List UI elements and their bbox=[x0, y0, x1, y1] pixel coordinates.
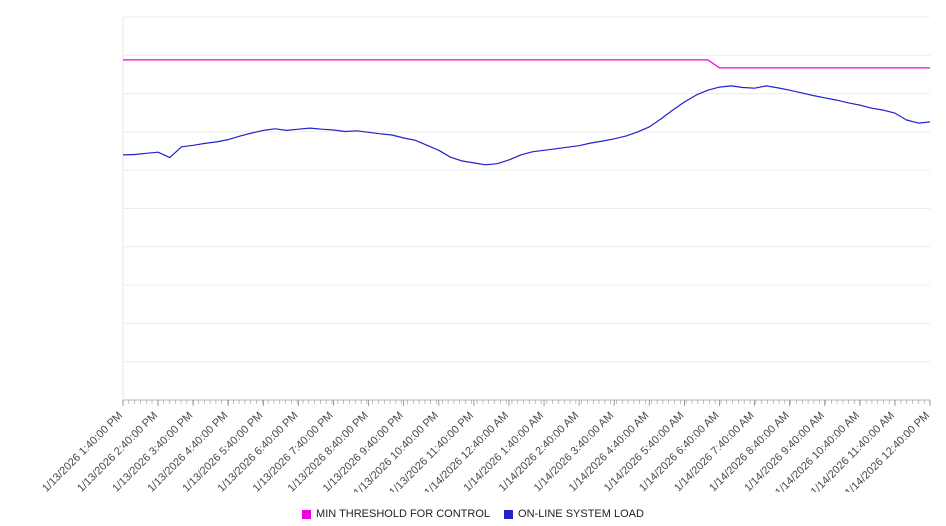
chart-legend: MIN THRESHOLD FOR CONTROL ON-LINE SYSTEM… bbox=[0, 508, 946, 520]
legend-label-min-threshold: MIN THRESHOLD FOR CONTROL bbox=[316, 508, 491, 520]
legend-swatch-min-threshold bbox=[302, 509, 312, 519]
legend-item-min-threshold[interactable]: MIN THRESHOLD FOR CONTROL bbox=[302, 508, 490, 520]
load-chart: 1/13/2026 1:40:00 PM1/13/2026 2:40:00 PM… bbox=[40, 16, 932, 499]
legend-item-system-load[interactable]: ON-LINE SYSTEM LOAD bbox=[504, 508, 644, 520]
threshold-line bbox=[123, 59, 930, 69]
load-line bbox=[122, 85, 931, 166]
legend-swatch-system-load bbox=[504, 509, 514, 519]
legend-label-system-load: ON-LINE SYSTEM LOAD bbox=[518, 508, 644, 520]
